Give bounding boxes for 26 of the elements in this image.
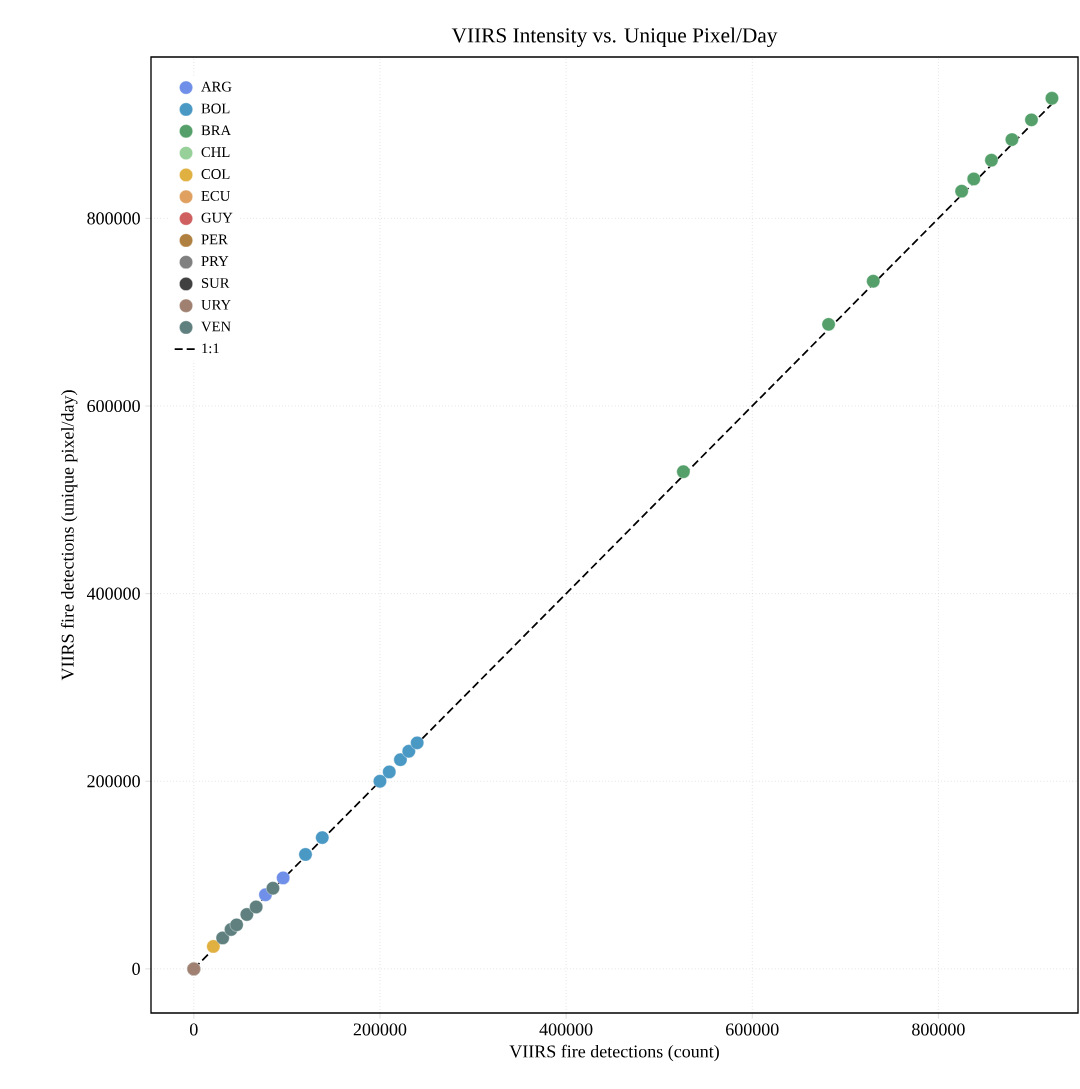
legend-label: ARG xyxy=(201,81,232,92)
legend-label: GUY xyxy=(201,212,233,223)
legend-label: VEN xyxy=(201,321,231,332)
x-tick-label: 0 xyxy=(190,1023,198,1036)
legend-label: SUR xyxy=(201,278,230,288)
legend-label: BRA xyxy=(201,125,232,136)
x-tick-label: 800000 xyxy=(912,1023,965,1036)
x-tick-label: 600000 xyxy=(726,1023,779,1036)
x-axis-title: VIIRS fire detections (count) xyxy=(509,1044,719,1062)
legend-label: 1:1 xyxy=(202,343,219,354)
y-tick-label: 600000 xyxy=(87,399,140,413)
x-tick-label: 400000 xyxy=(539,1023,593,1036)
y-tick-label: 400000 xyxy=(86,587,140,600)
x-tick-label: 200000 xyxy=(353,1023,407,1036)
legend-label: PER xyxy=(201,234,228,245)
chart-title: VIIRS Intensity vs. Unique Pixel/Day xyxy=(451,27,778,47)
y-tick-label: 800000 xyxy=(87,212,140,225)
legend-label: URY xyxy=(201,299,231,310)
y-tick-label: 0 xyxy=(132,962,140,975)
legend-label: PRY xyxy=(201,256,229,266)
y-axis-title: VIIRS fire detections (unique pixel/day) xyxy=(60,390,78,681)
y-tick-label: 200000 xyxy=(87,775,140,788)
legend-label: ECU xyxy=(201,190,231,201)
legend-label: COL xyxy=(201,169,230,179)
legend-label: BOL xyxy=(201,103,230,114)
legend-label: CHL xyxy=(201,147,230,158)
